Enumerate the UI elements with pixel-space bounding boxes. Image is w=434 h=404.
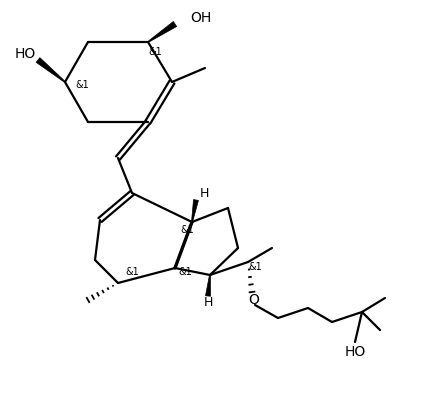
Text: &1: &1	[75, 80, 89, 90]
Text: HO: HO	[344, 345, 365, 359]
Text: &1: &1	[125, 267, 138, 277]
Polygon shape	[36, 58, 65, 82]
Polygon shape	[191, 200, 198, 222]
Polygon shape	[205, 275, 210, 296]
Text: HO: HO	[14, 47, 36, 61]
Text: O: O	[248, 293, 259, 307]
Text: &1: &1	[180, 225, 193, 235]
Polygon shape	[148, 21, 176, 42]
Text: H: H	[203, 295, 212, 309]
Text: &1: &1	[148, 47, 161, 57]
Text: &1: &1	[247, 262, 261, 272]
Text: &1: &1	[178, 267, 191, 277]
Text: H: H	[200, 187, 209, 200]
Text: OH: OH	[190, 11, 211, 25]
